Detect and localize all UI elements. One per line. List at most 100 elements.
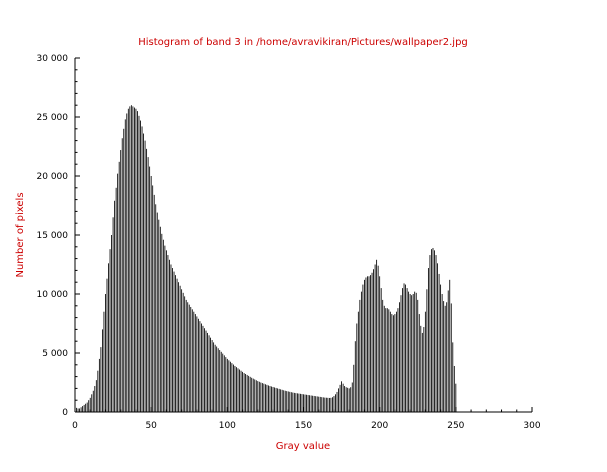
histogram-bar — [204, 328, 205, 412]
histogram-bar — [158, 219, 160, 412]
histogram-bar — [444, 305, 446, 412]
histogram-bar — [109, 249, 111, 412]
histogram-bar — [216, 346, 218, 412]
histogram-bar — [219, 350, 221, 412]
histogram-bar — [100, 347, 102, 412]
histogram-bar — [146, 148, 148, 413]
histogram-bar — [141, 126, 143, 412]
histogram-bar — [280, 389, 282, 412]
histogram-bar — [411, 295, 413, 412]
histogram-bar — [251, 377, 253, 412]
histogram-bar — [362, 284, 364, 412]
histogram-bar — [281, 389, 283, 412]
histogram-bar — [83, 404, 85, 412]
histogram-bar — [153, 194, 155, 412]
y-tick-label: 25 000 — [37, 113, 69, 123]
histogram-bar — [162, 239, 164, 412]
histogram-bar — [191, 309, 193, 412]
histogram-bar — [266, 384, 268, 412]
histogram-bar — [374, 264, 376, 412]
histogram-bar — [175, 275, 176, 412]
histogram-bar — [400, 295, 402, 412]
histogram-bar — [239, 369, 240, 412]
ticks-layer: 0 50 100 150 200 250 300 0 5 000 10 000 15 000 20 0… — [37, 54, 541, 431]
histogram-bar — [292, 392, 294, 412]
histogram-bar — [254, 379, 256, 412]
histogram-bar — [184, 296, 186, 412]
bars-layer — [74, 105, 457, 413]
x-tick-label: 50 — [145, 421, 157, 431]
y-tick-label: 20 000 — [37, 172, 69, 182]
histogram-bar — [149, 166, 151, 412]
histogram-bar — [255, 380, 257, 412]
histogram-bar — [405, 284, 406, 412]
histogram-bar — [368, 276, 370, 412]
histogram-bar — [415, 292, 417, 412]
histogram-bar — [86, 402, 88, 412]
histogram-bar — [208, 335, 210, 412]
x-axis-label: Gray value — [276, 441, 330, 452]
histogram-bar — [213, 342, 215, 412]
y-tick-label: 0 — [62, 408, 68, 418]
histogram-bar — [348, 388, 350, 412]
histogram-bar — [88, 400, 90, 412]
histogram-bar — [197, 318, 199, 412]
histogram-bar — [268, 385, 269, 412]
histogram-bar — [332, 397, 333, 412]
histogram-bar — [389, 311, 391, 412]
histogram-bar — [89, 397, 91, 412]
histogram-bar — [165, 250, 167, 412]
histogram-bar — [441, 294, 443, 412]
histogram-bar — [328, 397, 330, 412]
x-tick-label: 0 — [72, 421, 78, 431]
histogram-bar — [80, 407, 82, 412]
histogram-bar — [324, 397, 326, 412]
y-tick-label: 30 000 — [37, 54, 69, 64]
histogram-bar — [447, 290, 449, 412]
histogram-bar — [438, 273, 440, 412]
histogram-bar — [176, 278, 178, 412]
histogram-bar — [370, 275, 371, 412]
histogram-bar — [188, 304, 190, 412]
histogram-bar — [290, 392, 292, 412]
histogram-bar — [412, 294, 414, 412]
histogram-bar — [164, 245, 166, 412]
histogram-bar — [449, 279, 451, 412]
histogram-bar — [271, 386, 272, 412]
histogram-bar — [333, 396, 335, 412]
histogram-bar — [417, 299, 419, 412]
histogram-bar — [283, 390, 285, 412]
histogram-bar — [386, 308, 388, 412]
histogram-bar — [76, 407, 77, 412]
histogram-bar — [185, 299, 187, 412]
histogram-bar — [123, 128, 125, 413]
histogram-bar — [379, 276, 381, 412]
histogram-bar — [258, 381, 260, 412]
histogram-bar — [179, 285, 181, 412]
histogram-bar — [248, 375, 250, 412]
histogram-bar — [318, 396, 320, 412]
histogram-bar — [315, 396, 317, 412]
histogram-bar — [150, 176, 152, 412]
histogram-bar — [265, 384, 266, 412]
histogram-bar — [371, 272, 373, 412]
histogram-bar — [360, 291, 362, 412]
histogram-bar — [108, 263, 109, 412]
histogram-bar — [367, 276, 368, 412]
histogram-bar — [418, 314, 420, 412]
histogram-bar — [77, 408, 79, 412]
histogram-bar — [269, 386, 271, 412]
histogram-bar — [223, 355, 225, 412]
histogram-bar — [257, 381, 259, 412]
histogram-bar — [443, 301, 445, 412]
histogram-bar — [357, 311, 359, 412]
histogram-bar — [242, 371, 243, 412]
histogram-bar — [205, 330, 207, 412]
histogram-bar — [92, 390, 94, 412]
histogram-bar — [161, 233, 163, 412]
histogram-bar — [408, 291, 410, 412]
histogram-bar — [243, 373, 245, 412]
histogram-bar — [427, 268, 429, 412]
